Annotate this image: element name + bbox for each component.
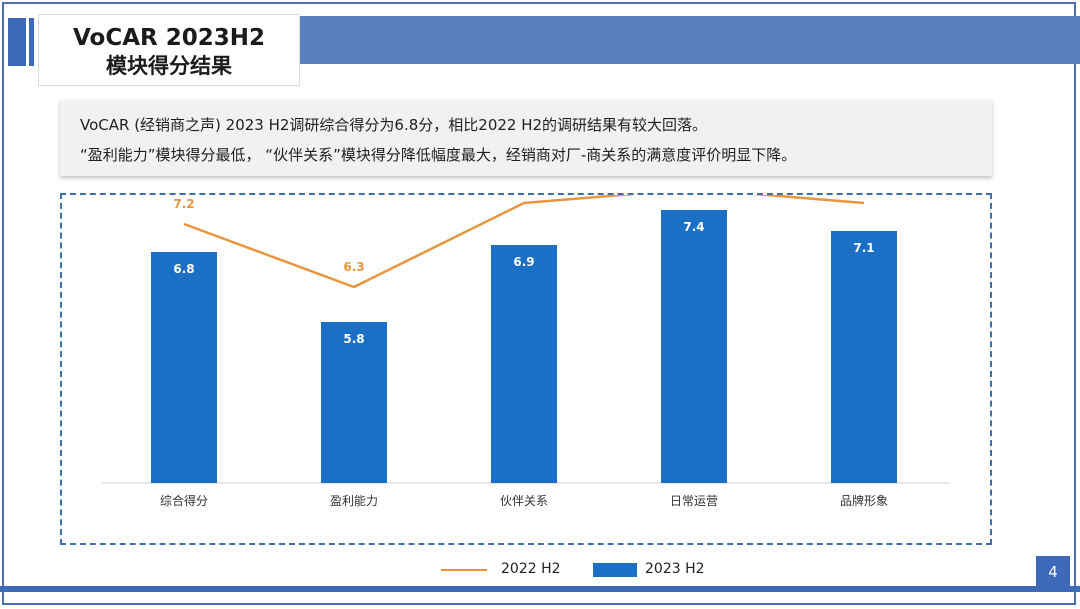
bar-2: [491, 245, 557, 483]
slide-title-line2: 模块得分结果: [106, 54, 232, 78]
bar-4: [831, 231, 897, 483]
category-label: 盈利能力: [330, 494, 378, 508]
category-label: 日常运营: [670, 494, 718, 508]
line-value-label: 7.2: [173, 197, 194, 211]
bar-value-label: 6.8: [173, 262, 194, 276]
footer-bar: [0, 586, 1080, 592]
title-accent-stripe: [8, 18, 26, 66]
bar-value-label: 7.4: [683, 220, 704, 234]
chart-container: 6.85.86.97.47.17.26.37.57.77.5综合得分盈利能力伙伴…: [60, 162, 992, 545]
category-label: 伙伴关系: [500, 494, 548, 508]
legend-bar-swatch: [593, 563, 637, 577]
bar-value-label: 5.8: [343, 332, 364, 346]
summary-line-1: VoCAR (经销商之声) 2023 H2调研综合得分为6.8分，相比2022 …: [80, 116, 708, 134]
title-accent-stripe-thin: [29, 18, 34, 66]
header-bar: [295, 16, 1080, 64]
page-number: 4: [1036, 556, 1070, 588]
summary-box: VoCAR (经销商之声) 2023 H2调研综合得分为6.8分，相比2022 …: [60, 100, 992, 176]
combo-chart: 6.85.86.97.47.17.26.37.57.77.5综合得分盈利能力伙伴…: [102, 162, 950, 508]
slide-title-line1: VoCAR 2023H2: [72, 25, 265, 51]
category-label: 综合得分: [160, 493, 208, 508]
line-value-label: 6.3: [343, 260, 364, 274]
slide-title: VoCAR 2023H2 模块得分结果: [38, 14, 300, 86]
bar-value-label: 7.1: [853, 241, 874, 255]
bar-1: [321, 322, 387, 483]
bar-0: [151, 252, 217, 483]
summary-line-2: “盈利能力”模块得分最低， “伙伴关系”模块得分降低幅度最大，经销商对厂-商关系…: [80, 146, 797, 164]
bar-value-label: 6.9: [513, 255, 534, 269]
bar-3: [661, 210, 727, 483]
legend-label-2022: 2022 H2: [501, 561, 561, 577]
legend-line-swatch: [441, 569, 487, 571]
category-label: 品牌形象: [840, 494, 888, 508]
legend-label-2023: 2023 H2: [645, 561, 705, 577]
